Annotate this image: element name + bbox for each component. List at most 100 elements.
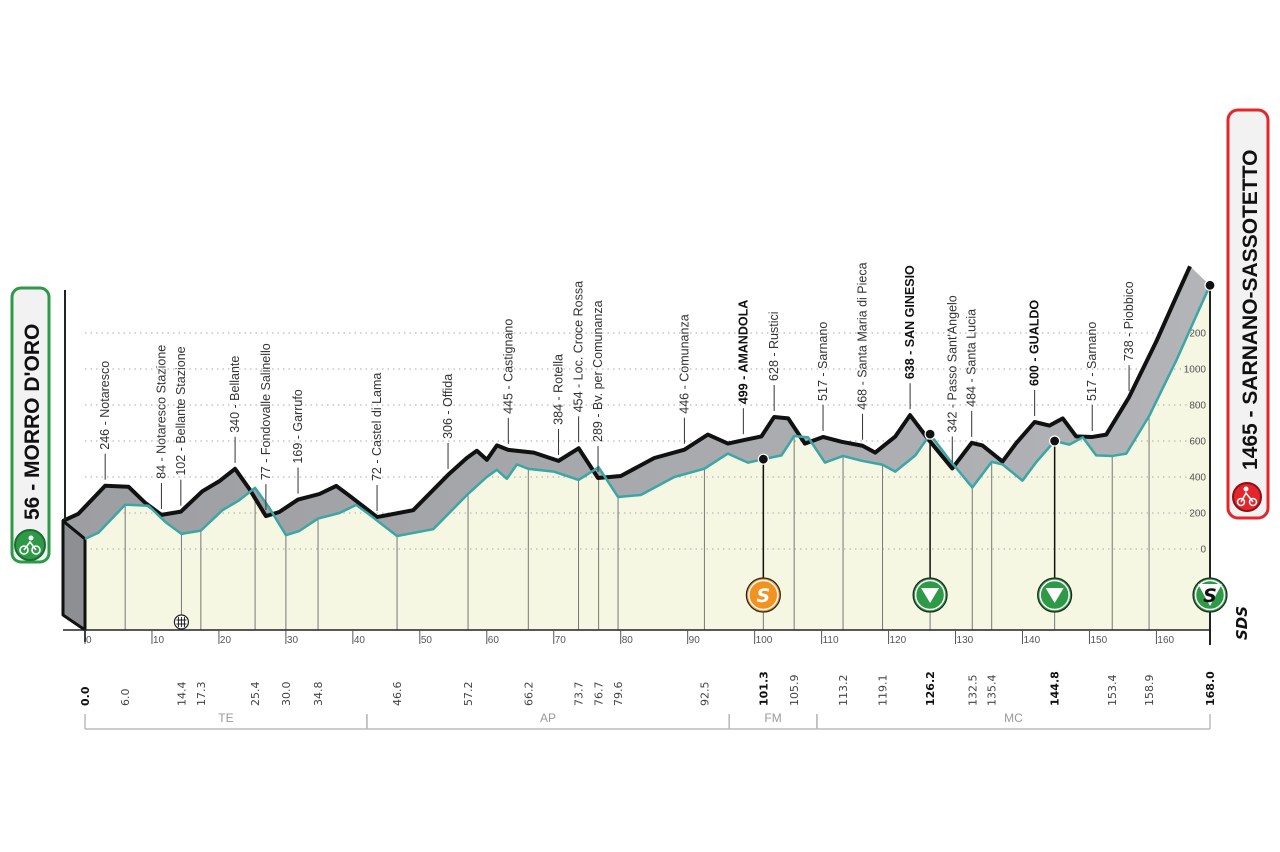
place-label: 468 - Santa Maria di Pieca <box>856 262 870 409</box>
x-tick-label: 120 <box>890 635 907 646</box>
sprint-s-icon <box>745 577 781 613</box>
start-badge <box>10 286 51 564</box>
x-tick-label: 50 <box>421 635 433 646</box>
distance-label: 101.3 <box>757 671 770 706</box>
distance-label: 153.4 <box>1106 675 1119 707</box>
x-tick-label: 100 <box>756 635 773 646</box>
place-label: 289 - Bv. per Comunanza <box>591 300 605 442</box>
distance-label: 158.9 <box>1143 675 1156 707</box>
marker-dot <box>924 428 936 440</box>
start-label: 56 - MORRO D'ORO <box>21 324 44 520</box>
place-label: 484 - Santa Lucia <box>965 309 979 407</box>
distance-label: 168.0 <box>1204 671 1217 706</box>
sprint-s-icon-ring <box>748 579 779 611</box>
cyclist-head <box>1243 486 1249 492</box>
place-label: 342 - Passo Sant'Angelo <box>945 295 959 432</box>
x-tick-label: 30 <box>287 635 299 646</box>
place-label: 77 - Fondovalle Salinello <box>259 343 273 480</box>
place-label: 600 - GUALDO <box>1028 300 1042 386</box>
y-tick-label: 800 <box>1189 401 1206 412</box>
y-tick-label: 1000 <box>1184 365 1207 376</box>
distance-label: 144.8 <box>1049 671 1062 706</box>
distance-label: 0.0 <box>79 686 92 706</box>
profile-area <box>85 285 1210 630</box>
distance-label: 14.4 <box>175 682 188 707</box>
kom-triangle-icon-ring <box>1039 579 1070 611</box>
x-tick-label: 20 <box>220 635 232 646</box>
x-tick-label: 10 <box>153 635 165 646</box>
finish-label: 1465 - SARNANO-SASSOTETTO <box>1239 149 1262 470</box>
kom-triangle-glyph <box>921 588 940 603</box>
profile-band <box>63 266 1210 539</box>
y-tick-label: 400 <box>1189 473 1206 484</box>
cyclist-body <box>1240 491 1254 503</box>
marker-glyph: S <box>1203 585 1217 607</box>
finish-triangle-glyph <box>1198 584 1222 606</box>
distance-label: 57.2 <box>462 682 475 707</box>
cyclist-head <box>28 535 34 541</box>
x-tick-label: 150 <box>1090 635 1107 646</box>
marker-dot <box>1049 435 1061 447</box>
distance-label: 126.2 <box>924 671 937 706</box>
x-tick-label: 160 <box>1157 635 1174 646</box>
distance-label: 46.6 <box>391 682 404 707</box>
distance-label: 30.0 <box>280 682 293 707</box>
province-label: AP <box>540 711 556 725</box>
distance-label: 66.2 <box>522 682 535 707</box>
place-label: 384 - Rotella <box>552 354 566 425</box>
climbing-cyclist-icon <box>1232 482 1262 512</box>
y-tick-label: 200 <box>1189 329 1206 340</box>
place-label: 306 - Offida <box>441 374 455 439</box>
province-label: TE <box>218 711 233 725</box>
distance-label: 6.0 <box>119 689 132 707</box>
x-tick-label: 40 <box>354 635 366 646</box>
place-label: 517 - Sarnano <box>816 322 830 401</box>
x-tick-label: 130 <box>957 635 974 646</box>
brand-logo: SDS <box>1233 606 1251 640</box>
distance-label: 132.5 <box>966 675 979 707</box>
distance-label: 135.4 <box>986 675 999 707</box>
place-label: 499 - AMANDOLA <box>736 300 750 404</box>
place-label: 340 - Bellante <box>228 356 242 433</box>
profile-back-line <box>62 265 1192 523</box>
province-label: MC <box>1004 711 1023 725</box>
province-label: FM <box>764 711 781 725</box>
place-label: 517 - Sarnano <box>1085 322 1099 401</box>
place-label: 169 - Garrufo <box>291 389 305 463</box>
distance-label: 92.5 <box>698 682 711 707</box>
x-tick-label: 90 <box>689 635 701 646</box>
distance-label: 105.9 <box>788 675 801 707</box>
place-label: 638 - SAN GINESIO <box>903 265 917 379</box>
kom-triangle-glyph <box>1045 588 1064 603</box>
marker-dot <box>757 453 769 465</box>
cyclist-wheel <box>19 545 29 555</box>
place-label: 628 - Rustici <box>767 311 781 380</box>
x-tick-label: 70 <box>555 635 567 646</box>
cyclist-wheel <box>1248 497 1258 507</box>
profile-start-block <box>61 519 87 632</box>
distance-label: 73.7 <box>573 682 586 707</box>
finish-s-icon-ring <box>1194 579 1226 611</box>
place-label: 102 - Bellante Stazione <box>174 346 188 475</box>
place-label: 454 - Loc. Croce Rossa <box>572 281 586 412</box>
x-tick-label: 110 <box>823 635 839 646</box>
distance-label: 119.1 <box>877 675 890 707</box>
x-tick-label: 60 <box>488 635 500 646</box>
place-label: 84 - Notaresco Stazione <box>154 345 168 479</box>
cyclist-icon <box>14 529 46 561</box>
distance-label: 25.4 <box>249 682 262 707</box>
profile-front-line <box>84 284 1212 541</box>
marker-dot <box>1204 279 1216 291</box>
place-label: 246 - Notaresco <box>98 361 112 450</box>
y-tick-label: 200 <box>1189 509 1206 520</box>
distance-label: 79.6 <box>612 682 625 707</box>
place-label: 738 - Piobbico <box>1122 281 1136 361</box>
finish-badge <box>1226 108 1270 520</box>
distance-label: 17.3 <box>195 682 208 707</box>
distance-label: 34.8 <box>312 682 325 707</box>
cyclist-wheel <box>1236 497 1246 507</box>
cyclist-body <box>23 540 37 551</box>
y-tick-label: 0 <box>1200 545 1206 556</box>
